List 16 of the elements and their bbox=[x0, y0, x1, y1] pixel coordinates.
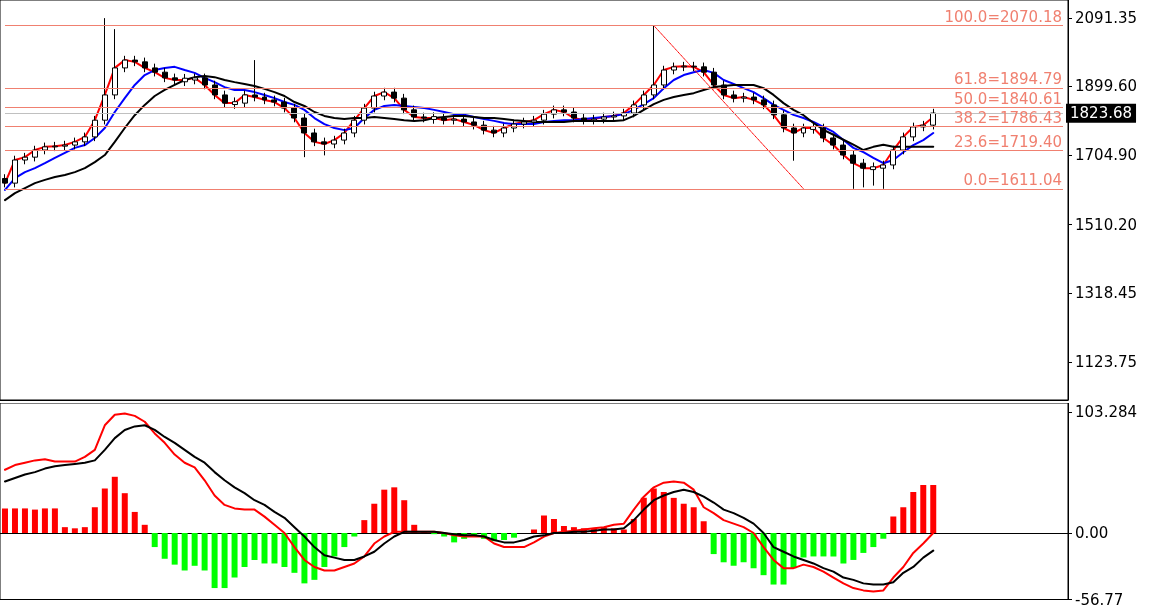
ref-line-label: 23.6=1719.40 bbox=[954, 132, 1063, 151]
y-tick-label: 1318.45 bbox=[1075, 283, 1138, 302]
ref-line-label: 100.0=2070.18 bbox=[944, 8, 1063, 27]
ref-line-label: 1823.68 bbox=[1070, 104, 1133, 123]
y-tick-label: 1510.20 bbox=[1075, 215, 1138, 234]
ref-line-label: 0.0=1611.04 bbox=[963, 171, 1063, 190]
ref-line-label: 61.8=1894.79 bbox=[954, 70, 1063, 89]
ref-line-label: 38.2=1786.43 bbox=[954, 108, 1063, 127]
y-tick-label: 0.00 bbox=[1075, 524, 1109, 543]
y-tick-label: 103.284 bbox=[1075, 403, 1138, 422]
y-tick-label: 2091.35 bbox=[1075, 9, 1138, 28]
y-tick-label: 1704.90 bbox=[1075, 146, 1138, 165]
ref-line-label: 50.0=1840.61 bbox=[954, 89, 1063, 108]
y-tick-label: -56.77 bbox=[1075, 590, 1124, 607]
y-tick-label: 1123.75 bbox=[1075, 353, 1138, 372]
y-tick-label: 1899.60 bbox=[1075, 77, 1138, 96]
